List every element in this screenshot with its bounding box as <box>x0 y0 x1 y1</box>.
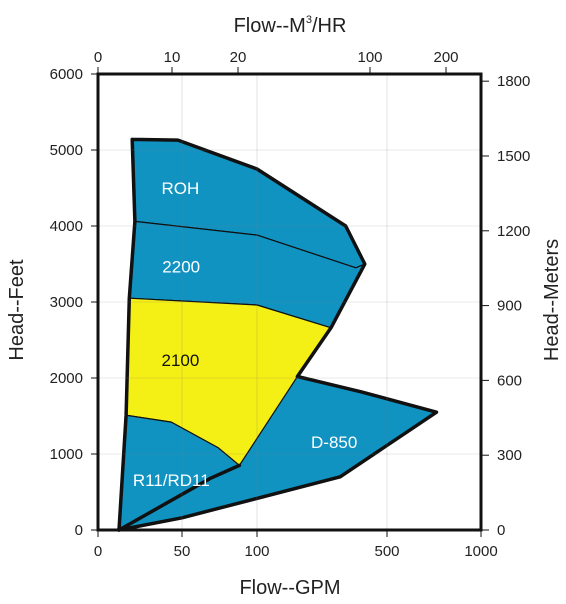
x-axis-bottom-title: Flow--GPM <box>239 577 340 599</box>
region-label-d-850: D-850 <box>311 433 357 452</box>
y-left-tick-label: 4000 <box>50 218 83 235</box>
y-axis-left-ticks: 0 1000 2000 3000 4000 5000 6000 <box>50 66 98 539</box>
y-left-tick-label: 3000 <box>50 294 83 311</box>
x-bottom-tick-label: 100 <box>244 543 269 560</box>
region-labels: ROH 2200 2100 R11/RD11 D-850 <box>133 179 357 490</box>
y-right-tick-label: 0 <box>497 522 505 539</box>
x-bottom-tick-label: 0 <box>94 543 102 560</box>
x-axis-top-title-sup: 3 <box>306 14 312 26</box>
y-axis-right-ticks: 0 300 600 900 1200 1500 1800 <box>481 73 530 539</box>
region-label-2100: 2100 <box>161 351 199 370</box>
x-axis-bottom-ticks: 0 50 100 500 1000 <box>94 530 498 560</box>
y-right-tick-label: 1800 <box>497 73 530 90</box>
y-axis-left-title: Head--Feet <box>6 259 28 361</box>
y-left-tick-label: 6000 <box>50 66 83 83</box>
x-top-tick-label: 10 <box>164 49 181 66</box>
region-label-r11-rd11: R11/RD11 <box>133 471 210 490</box>
envelope-outline-2 <box>117 463 242 532</box>
x-axis-top-title-prefix: Flow--M <box>234 15 306 37</box>
x-top-tick-label: 100 <box>357 49 382 66</box>
y-left-tick-label: 0 <box>75 522 83 539</box>
x-bottom-tick-label: 500 <box>374 543 399 560</box>
y-right-tick-label: 1200 <box>497 223 530 240</box>
y-right-tick-label: 300 <box>497 447 522 464</box>
x-bottom-tick-label: 1000 <box>464 543 497 560</box>
x-top-tick-label: 200 <box>433 49 458 66</box>
y-right-tick-label: 1500 <box>497 148 530 165</box>
x-bottom-tick-label: 50 <box>174 543 191 560</box>
coverage-regions <box>98 74 481 532</box>
x-top-tick-label: 0 <box>94 49 102 66</box>
y-axis-right-title: Head--Meters <box>541 239 563 361</box>
region-label-2200: 2200 <box>162 257 200 276</box>
x-axis-top-ticks: 0 10 20 100 200 <box>94 49 459 74</box>
y-left-tick-label: 1000 <box>50 446 83 463</box>
x-axis-top-title-suffix: /HR <box>312 15 346 37</box>
y-right-tick-label: 600 <box>497 372 522 389</box>
y-left-tick-label: 2000 <box>50 370 83 387</box>
y-right-tick-label: 900 <box>497 298 522 315</box>
x-axis-top-title: Flow--M3/HR <box>234 14 347 37</box>
region-label-roh: ROH <box>162 179 200 198</box>
x-top-tick-label: 20 <box>230 49 247 66</box>
y-left-tick-label: 5000 <box>50 142 83 159</box>
envelope-outline-1 <box>117 137 439 532</box>
